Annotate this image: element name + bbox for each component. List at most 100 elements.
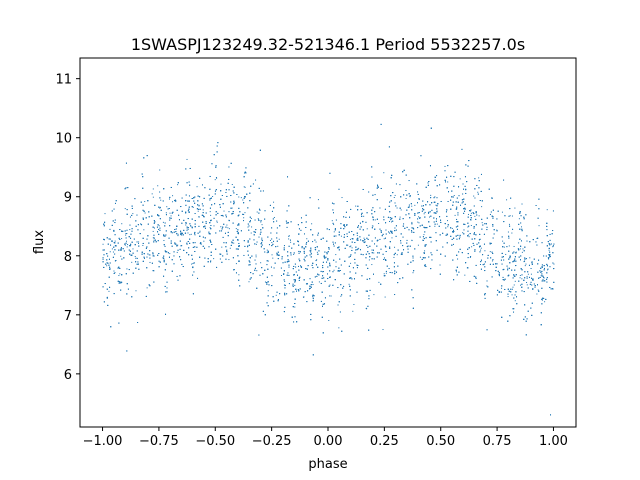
data-point [228, 178, 230, 180]
data-point [152, 188, 154, 190]
data-point [124, 208, 126, 210]
data-point [536, 293, 538, 295]
data-point [452, 231, 454, 233]
data-point [513, 260, 515, 262]
data-point [471, 246, 473, 248]
data-point [497, 270, 499, 272]
data-point [130, 243, 132, 245]
data-point [238, 260, 240, 262]
data-point [169, 225, 171, 227]
data-point [321, 271, 323, 273]
data-point [179, 240, 181, 242]
data-point [507, 231, 509, 233]
data-point [267, 250, 269, 252]
data-point [543, 269, 545, 271]
data-point [177, 244, 179, 246]
data-point [177, 184, 179, 186]
data-point [467, 257, 469, 259]
data-point [288, 235, 290, 237]
data-point [320, 270, 322, 272]
data-point [148, 216, 150, 218]
data-point [143, 229, 145, 231]
data-point [259, 274, 261, 276]
data-point [349, 289, 351, 291]
data-point [158, 206, 160, 208]
data-point [240, 230, 242, 232]
data-point [287, 255, 289, 257]
data-point [368, 259, 370, 261]
data-point [439, 184, 441, 186]
data-point [294, 284, 296, 286]
data-point [185, 168, 187, 170]
data-point [419, 225, 421, 227]
data-point [261, 242, 263, 244]
data-point [349, 238, 351, 240]
chart-title: 1SWASPJ123249.32-521346.1 Period 5532257… [131, 35, 525, 54]
data-point [363, 215, 365, 217]
data-point [106, 237, 108, 239]
data-point [163, 261, 165, 263]
data-point [372, 207, 374, 209]
data-point [430, 268, 432, 270]
data-point [335, 254, 337, 256]
data-point [183, 229, 185, 231]
data-point [484, 266, 486, 268]
data-point [230, 207, 232, 209]
data-point [239, 211, 241, 213]
data-point [525, 334, 527, 336]
data-point [492, 237, 494, 239]
data-point [390, 221, 392, 223]
data-point [436, 185, 438, 187]
data-point [244, 245, 246, 247]
data-point [188, 200, 190, 202]
data-point [175, 231, 177, 233]
data-point [488, 188, 490, 190]
data-point [316, 259, 318, 261]
data-point [126, 268, 128, 270]
data-point [129, 229, 131, 231]
data-point [130, 245, 132, 247]
data-point [512, 286, 514, 288]
data-point [456, 197, 458, 199]
data-point [148, 254, 150, 256]
data-point [164, 225, 166, 227]
data-point [185, 224, 187, 226]
data-point [225, 191, 227, 193]
data-point [283, 279, 285, 281]
data-point [406, 209, 408, 211]
data-point [351, 249, 353, 251]
data-point [172, 201, 174, 203]
data-point [232, 257, 234, 259]
data-point [436, 210, 438, 212]
data-point [146, 287, 148, 289]
data-point [104, 213, 106, 215]
data-point [209, 227, 211, 229]
data-point [507, 267, 509, 269]
data-point [492, 253, 494, 254]
data-point [411, 289, 413, 291]
data-point [353, 303, 355, 305]
data-point [199, 196, 201, 198]
data-point [433, 201, 435, 203]
data-point [525, 263, 527, 265]
data-point [176, 275, 178, 277]
data-point [210, 214, 212, 216]
data-point [107, 304, 109, 306]
data-point [213, 225, 215, 227]
data-point [217, 212, 219, 214]
data-point [177, 233, 179, 235]
data-point [436, 223, 438, 225]
data-point [202, 209, 204, 211]
data-point [396, 254, 398, 256]
data-point [271, 254, 273, 256]
data-point [316, 251, 318, 253]
data-point [374, 211, 376, 213]
data-point [538, 277, 540, 279]
data-point [457, 234, 459, 236]
data-point [537, 284, 538, 286]
data-point [540, 312, 542, 314]
data-point [166, 206, 168, 208]
data-point [351, 247, 353, 249]
data-point [257, 218, 259, 220]
